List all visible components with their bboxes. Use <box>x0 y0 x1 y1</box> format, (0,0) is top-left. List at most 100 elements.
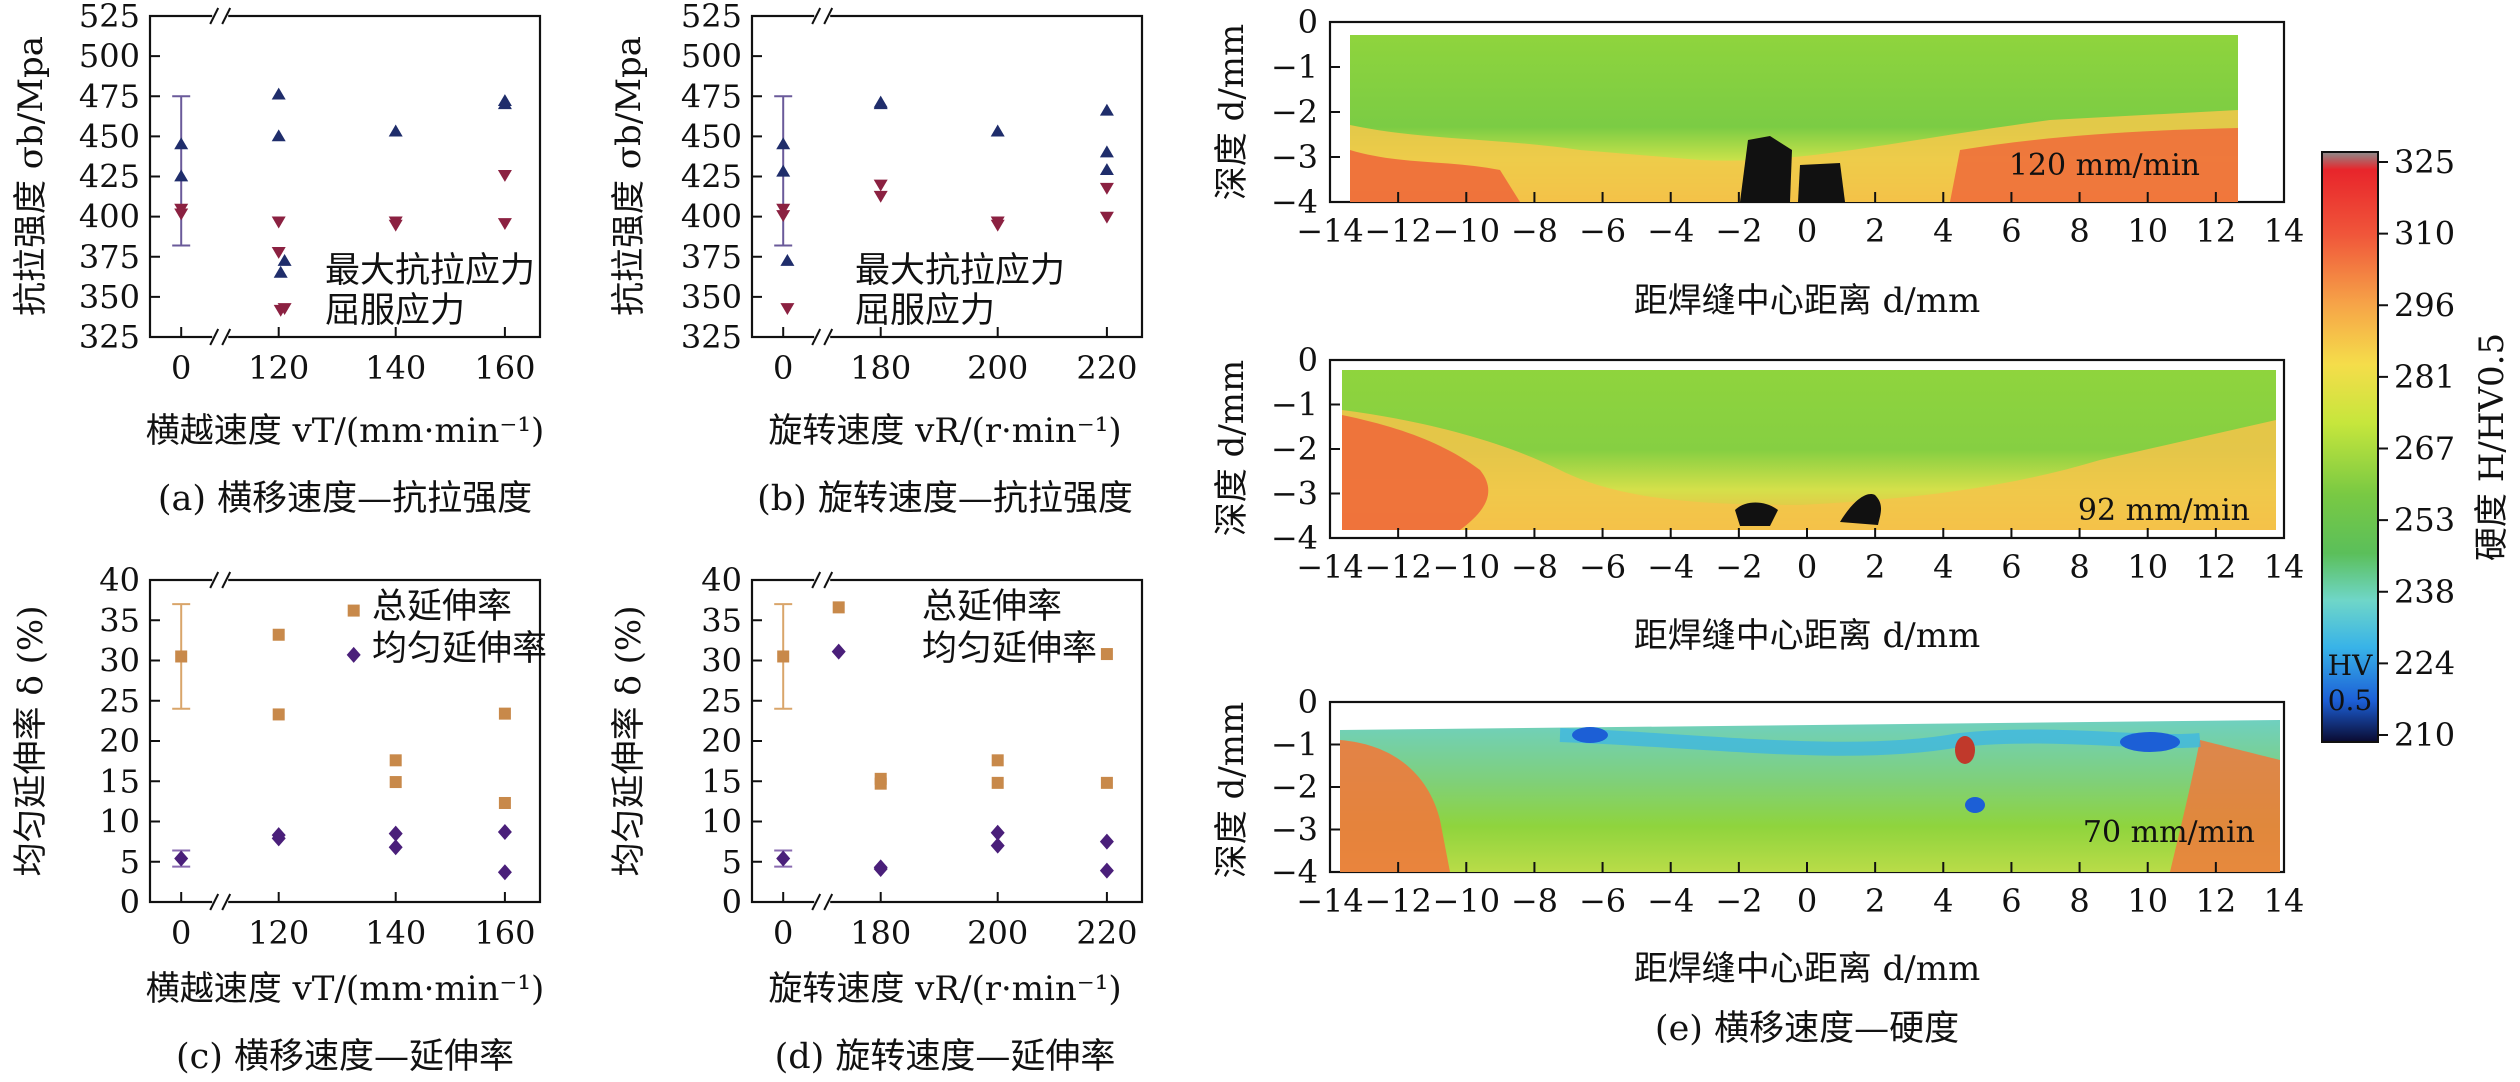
map-defect <box>1735 502 1778 526</box>
xtick-label: −2 <box>1715 548 1762 586</box>
xtick-label: 6 <box>2001 212 2021 250</box>
xtick-label: 220 <box>1076 349 1137 387</box>
axis-break-mark <box>209 571 220 589</box>
map-ylabel: 深度 d/mm <box>1212 360 1252 537</box>
data-point <box>776 164 791 177</box>
data-point <box>1099 833 1114 850</box>
ytick-label: 35 <box>701 601 742 639</box>
xtick-label: 6 <box>2001 548 2021 586</box>
xtick-label: 4 <box>1933 882 1953 920</box>
legend-marker <box>277 254 292 266</box>
map-red-zone <box>1340 740 1450 872</box>
panel-c-ylabel: 均匀延伸率 δ (%) <box>11 606 51 877</box>
xtick-label: 4 <box>1933 548 1953 586</box>
data-point <box>388 124 403 137</box>
ytick-label: 25 <box>701 682 742 720</box>
panel-a-ylabel: 抗拉强度 σb/Mpa <box>11 36 51 316</box>
ytick-label: −1 <box>1271 726 1318 764</box>
data-point <box>174 137 189 150</box>
legend-marker <box>780 254 795 266</box>
ytick-label: 375 <box>681 238 742 276</box>
ytick-label: 400 <box>681 198 742 236</box>
ytick-label: 40 <box>99 561 140 599</box>
ytick-label: 425 <box>79 158 140 196</box>
data-point <box>991 754 1004 767</box>
axis-break-mark <box>221 328 232 346</box>
data-point <box>1099 163 1114 175</box>
panel-a-xticks: 0 120 140 160 <box>171 6 535 387</box>
map-red-spot <box>1955 736 1975 764</box>
legend-item-yield: 屈服应力 <box>855 291 995 331</box>
xtick-label: 0 <box>773 914 793 952</box>
ytick-label: 0 <box>1298 341 1318 379</box>
xtick-label: −10 <box>1433 882 1501 920</box>
data-point <box>272 628 285 641</box>
data-point <box>873 97 888 110</box>
ytick-label: 15 <box>701 762 742 800</box>
xtick-label: 10 <box>2127 882 2168 920</box>
colorbar: 325 310 296 281 267 253 238 224 210 HV 0.5 硬度 H/… <box>2321 143 2512 754</box>
xtick-label: 140 <box>365 349 426 387</box>
data-point <box>990 824 1005 841</box>
map-red-zone <box>1950 128 2238 202</box>
colorbar-tick-label: 325 <box>2394 143 2455 181</box>
map-red-zone <box>1350 150 1520 202</box>
panel-d-legend: 总延伸率 均匀延伸率 <box>922 587 1097 669</box>
ytick-label: 325 <box>681 318 742 356</box>
data-point <box>1099 103 1114 116</box>
axis-break-mark <box>823 328 834 346</box>
ytick-label: 40 <box>701 561 742 599</box>
xtick-label: 200 <box>967 914 1028 952</box>
ytick-label: −2 <box>1271 768 1318 806</box>
data-point <box>777 650 790 663</box>
colorbar-unit-top: HV <box>2328 649 2373 682</box>
ytick-label: 10 <box>701 803 742 841</box>
map-label: 120 mm/min <box>2009 148 2200 183</box>
map-hot-zone <box>1342 410 2276 530</box>
xtick-label: 140 <box>365 914 426 952</box>
map-ylabel: 深度 d/mm <box>1212 24 1252 201</box>
panel-c-caption: (c) 横移速度—延伸率 <box>176 1037 514 1077</box>
ytick-label: 20 <box>99 722 140 760</box>
data-point <box>346 646 361 663</box>
xtick-label: −4 <box>1647 882 1694 920</box>
panel-a-points <box>172 87 512 317</box>
map-label: 92 mm/min <box>2078 493 2250 528</box>
data-point <box>497 864 512 881</box>
ytick-label: 0 <box>722 883 742 921</box>
data-point <box>776 850 791 867</box>
panel-b-points <box>774 95 1114 315</box>
ytick-label: 325 <box>79 318 140 356</box>
ytick-label: −3 <box>1271 475 1318 513</box>
panel-d-caption: (d) 旋转速度—延伸率 <box>775 1037 1116 1077</box>
xtick-label: 8 <box>2069 548 2089 586</box>
xtick-label: −2 <box>1715 882 1762 920</box>
ytick-label: 500 <box>681 37 742 75</box>
ytick-label: −4 <box>1271 853 1318 891</box>
xtick-label: −6 <box>1579 548 1626 586</box>
axis-break-mark <box>221 7 232 25</box>
legend-item-total: 总延伸率 <box>372 587 512 627</box>
axis-break-mark <box>823 893 834 911</box>
map-blue-spot <box>2120 732 2180 752</box>
xtick-label: 10 <box>2127 212 2168 250</box>
legend-item-yield: 屈服应力 <box>325 291 465 331</box>
data-point <box>271 247 286 259</box>
panel-d-xticks: 0 180 200 220 <box>773 570 1137 952</box>
ytick-label: −4 <box>1271 519 1318 557</box>
xtick-label: 0 <box>171 914 191 952</box>
data-point <box>174 850 189 867</box>
legend-item-uniform: 均匀延伸率 <box>372 629 547 669</box>
xtick-label: 0 <box>1797 212 1817 250</box>
map-yticks: 0 −1 −2 −3 −4 <box>1271 3 1340 221</box>
data-point <box>273 265 288 278</box>
colorbar-tick-label: 210 <box>2394 716 2455 754</box>
data-point <box>776 210 791 223</box>
xtick-label: 14 <box>2264 882 2305 920</box>
data-point <box>388 219 403 232</box>
xtick-label: −14 <box>1296 212 1364 250</box>
